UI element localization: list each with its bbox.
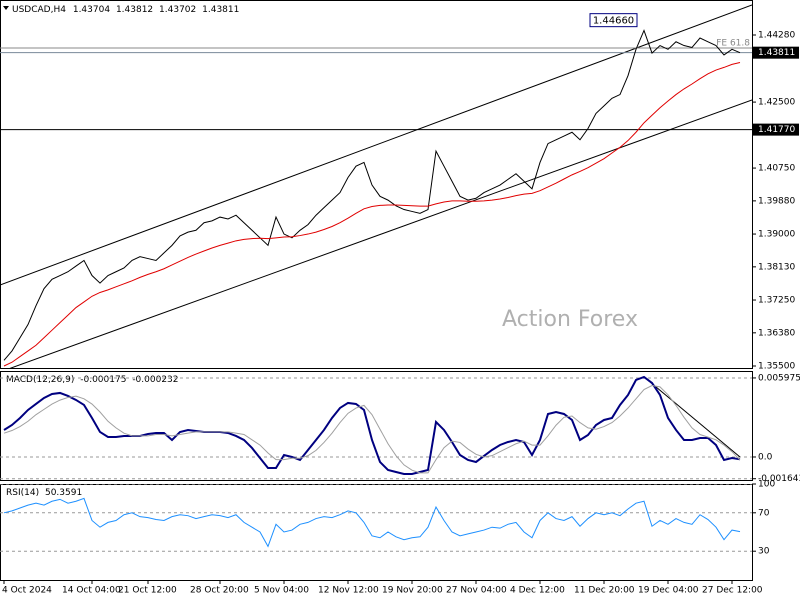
y-tick-label: 1.39000 [758, 230, 795, 240]
x-tick-label: 4 Dec 12:00 [510, 586, 565, 596]
x-tick-label: 14 Oct 04:00 [62, 586, 121, 596]
plot-area [0, 375, 752, 480]
x-tick-label: 28 Oct 20:00 [190, 586, 249, 596]
macd-title: MACD(12,26,9) [6, 375, 74, 385]
x-tick-label: 27 Dec 12:00 [702, 586, 763, 596]
channel-line [0, 4, 752, 286]
x-tick-label: 21 Oct 12:00 [118, 586, 177, 596]
watermark: Action Forex [502, 307, 638, 332]
y-tick-label: 100 [758, 480, 775, 490]
y-tick-label: 70 [758, 508, 770, 518]
x-tick-label: 5 Nov 04:00 [254, 586, 309, 596]
y-tick-label: 1.40750 [758, 164, 795, 174]
macd-header: MACD(12,26,9) -0.000175 -0.000232 [6, 375, 179, 385]
peak-label: 1.44660 [593, 16, 634, 27]
open: 1.43704 [73, 5, 110, 15]
x-tick-label: 19 Dec 04:00 [638, 586, 699, 596]
rsi-readout: 50.3591 [45, 488, 82, 498]
fe-label: FE 61.8 [716, 38, 750, 48]
y-tick-label: 1.42500 [758, 98, 795, 108]
y-tick-label: 0.005975 [758, 373, 800, 383]
collapse-icon [3, 6, 9, 10]
macd-readout: -0.000175 [80, 375, 126, 385]
plot-area [0, 4, 752, 368]
y-tick-label: 1.37250 [758, 296, 795, 306]
rsi-title: RSI(14) [6, 488, 39, 498]
price-panel [0, 0, 753, 369]
plot-area [0, 484, 752, 552]
y-tick-label: 30 [758, 547, 770, 557]
y-tick-label: 1.38130 [758, 262, 795, 272]
level-label: 1.41770 [758, 125, 795, 135]
series-line [3, 29, 741, 361]
series-line [3, 375, 741, 475]
low: 1.43702 [159, 5, 196, 15]
level-badge [752, 123, 799, 136]
price-header: USDCAD,H4 1.43704 1.43812 1.43702 1.4381… [12, 5, 239, 15]
level-label: 1.43811 [758, 48, 795, 58]
series-line [3, 497, 741, 548]
y-tick-label: -0.001643 [758, 474, 800, 484]
macd-panel [0, 371, 753, 481]
trend-line [643, 376, 741, 458]
y-tick-label: 0.0 [758, 452, 773, 462]
y-tick-label: 1.36380 [758, 328, 795, 338]
rsi-panel [0, 484, 753, 581]
signal-readout: -0.000232 [132, 375, 178, 385]
x-tick-label: 19 Nov 20:00 [382, 586, 443, 596]
close: 1.43811 [202, 5, 239, 15]
series-line [3, 385, 741, 474]
channel-line [9, 99, 752, 368]
peak-badge [589, 13, 638, 28]
level-badge [752, 46, 799, 59]
x-tick-label: 12 Nov 12:00 [318, 586, 379, 596]
rsi-header: RSI(14) 50.3591 [6, 488, 82, 498]
y-tick-label: 1.35500 [758, 362, 795, 372]
x-tick-label: 27 Nov 04:00 [446, 586, 507, 596]
high: 1.43812 [116, 5, 153, 15]
series-line [3, 62, 741, 367]
x-tick-label: 4 Oct 2024 [2, 586, 52, 596]
symbol: USDCAD,H4 [12, 5, 66, 15]
y-tick-label: 1.44280 [758, 30, 795, 40]
y-tick-label: 1.39880 [758, 196, 795, 206]
x-tick-label: 11 Dec 20:00 [574, 586, 635, 596]
